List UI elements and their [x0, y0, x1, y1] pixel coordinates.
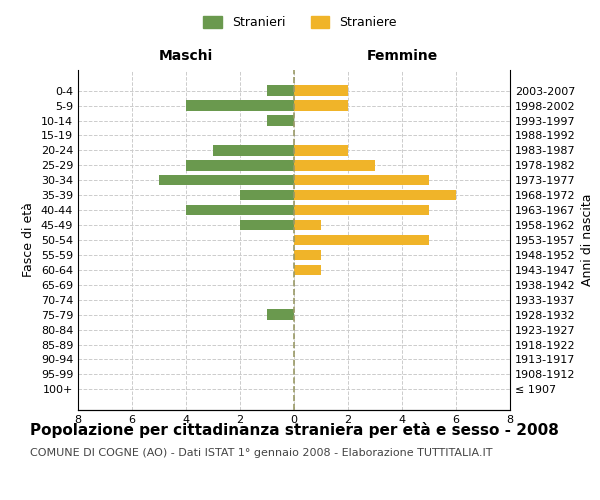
Bar — [294, 86, 348, 96]
Text: Femmine: Femmine — [367, 49, 437, 63]
Text: Maschi: Maschi — [159, 49, 213, 63]
Bar — [186, 160, 294, 170]
Bar — [186, 205, 294, 216]
Bar — [294, 190, 456, 200]
Y-axis label: Fasce di età: Fasce di età — [22, 202, 35, 278]
Bar — [240, 190, 294, 200]
Text: COMUNE DI COGNE (AO) - Dati ISTAT 1° gennaio 2008 - Elaborazione TUTTITALIA.IT: COMUNE DI COGNE (AO) - Dati ISTAT 1° gen… — [30, 448, 493, 458]
Bar — [213, 145, 294, 156]
Legend: Stranieri, Straniere: Stranieri, Straniere — [198, 11, 402, 34]
Bar — [294, 250, 321, 260]
Bar — [294, 220, 321, 230]
Bar — [294, 100, 348, 111]
Bar — [186, 100, 294, 111]
Text: Popolazione per cittadinanza straniera per età e sesso - 2008: Popolazione per cittadinanza straniera p… — [30, 422, 559, 438]
Bar — [294, 205, 429, 216]
Bar — [294, 160, 375, 170]
Bar — [267, 116, 294, 126]
Bar — [294, 264, 321, 275]
Bar — [159, 175, 294, 186]
Bar — [267, 310, 294, 320]
Bar — [294, 175, 429, 186]
Bar — [294, 235, 429, 245]
Y-axis label: Anni di nascita: Anni di nascita — [581, 194, 594, 286]
Bar — [267, 86, 294, 96]
Bar — [240, 220, 294, 230]
Bar — [294, 145, 348, 156]
